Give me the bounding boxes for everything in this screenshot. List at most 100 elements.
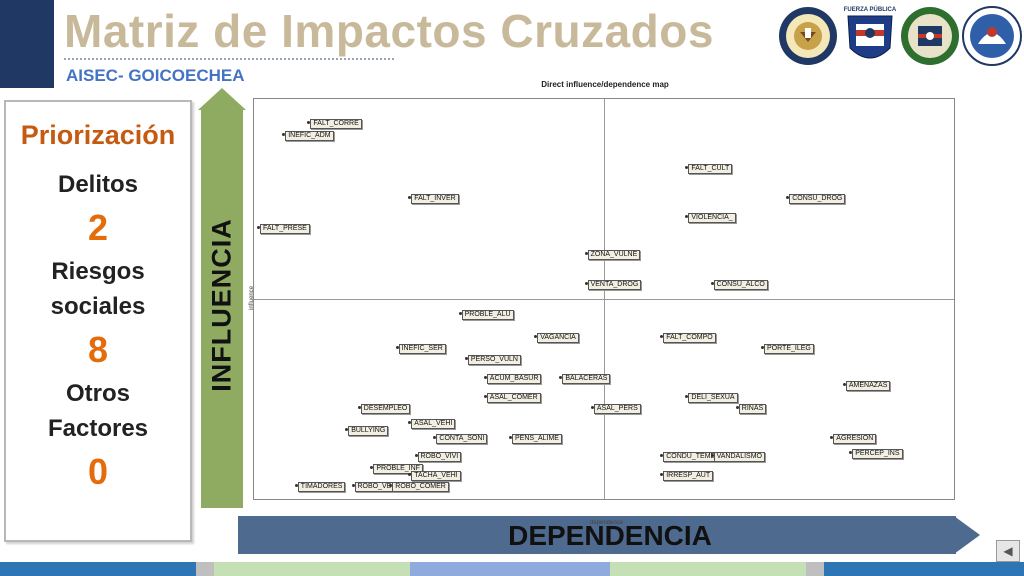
- panel-heading: Priorización: [20, 120, 176, 150]
- map-point-marker: [830, 435, 834, 439]
- category-social-risks-label: Riesgos sociales: [50, 258, 146, 320]
- map-point-label: VENTA_DROG: [587, 280, 642, 291]
- map-point-marker: [509, 435, 512, 439]
- map-point: ROBO_COMER: [389, 475, 449, 493]
- aisec-emblem-icon: [962, 6, 1022, 66]
- map-point-label: FALT_COMPO: [663, 332, 716, 343]
- map-point: VAGANCIA: [534, 326, 579, 344]
- map-point: ROBO_VIVI: [414, 445, 462, 463]
- dependence-axis-label: DEPENDENCIA: [508, 520, 712, 551]
- category-crimes-value: 2: [87, 207, 109, 248]
- priorization-panel: Priorización Delitos 2 Riesgos sociales …: [4, 100, 192, 542]
- map-point-label: ASAL_VEHI: [411, 418, 456, 429]
- map-point-marker: [685, 214, 689, 218]
- map-point: ZONA_VULNE: [584, 243, 641, 261]
- map-point: RINAS: [735, 397, 767, 415]
- map-point-marker: [584, 252, 588, 256]
- category-other-factors-value: 0: [87, 451, 109, 492]
- map-point: FALT_CULT: [685, 157, 733, 175]
- map-point-label: DESEMPLEO: [360, 403, 411, 414]
- map-point-label: BALACERAS: [562, 373, 611, 384]
- map-point-label: VAGANCIA: [537, 332, 579, 343]
- map-point-marker: [761, 345, 764, 349]
- map-point-marker: [685, 166, 689, 170]
- map-point: AGRESION: [830, 427, 877, 445]
- map-point: TACHA_VEHI: [408, 464, 461, 482]
- map-point-marker: [660, 334, 664, 338]
- bottom-color-bar: [0, 562, 1024, 576]
- map-point-label: PENS_ALIME: [512, 433, 562, 444]
- map-point: PENS_ALIME: [509, 427, 562, 445]
- map-point-label: IRRESP_AUT: [663, 471, 714, 482]
- map-point-marker: [257, 226, 260, 230]
- dependence-arrow-bar: [238, 516, 956, 554]
- map-point: IRRESP_AUT: [660, 464, 714, 482]
- map-point: BALACERAS: [559, 367, 611, 385]
- map-point-marker: [433, 435, 437, 439]
- map-point-label: ROBO_VIVI: [417, 452, 462, 463]
- map-point-label: CONSU_ALCO: [713, 280, 768, 291]
- map-point: PROBLE_ALU: [458, 303, 514, 321]
- map-point-label: PORTE_ILEG: [764, 343, 814, 354]
- page-title: Matriz de Impactos Cruzados: [64, 5, 714, 57]
- map-point-marker: [464, 357, 468, 361]
- map-point-marker: [370, 465, 374, 469]
- map-point-label: TACHA_VEHI: [411, 471, 461, 482]
- map-point-marker: [282, 132, 286, 136]
- map-point: VANDALISMO: [710, 445, 765, 463]
- map-point-label: AMENAZAS: [845, 381, 891, 392]
- map-title: Direct influence/dependence map: [541, 80, 669, 89]
- map-point-marker: [351, 484, 355, 488]
- map-point-marker: [408, 196, 412, 200]
- map-point: CONDU_TEME: [660, 445, 719, 463]
- map-point-label: ZONA_VULNE: [587, 250, 641, 261]
- map-point-marker: [842, 383, 846, 387]
- category-crimes-label: Delitos: [57, 171, 138, 198]
- map-point-label: RINAS: [738, 403, 767, 414]
- map-point: VIOLENCIA_: [685, 206, 736, 224]
- map-point: TIMADORES: [294, 475, 346, 493]
- map-point-marker: [357, 405, 361, 409]
- map-point-label: INEFIC_SER: [398, 343, 446, 354]
- previous-slide-button[interactable]: ◀: [996, 540, 1020, 562]
- map-point-marker: [735, 405, 739, 409]
- page-subtitle: AISEC- GOICOECHEA: [66, 66, 245, 85]
- map-point-marker: [294, 484, 298, 488]
- map-point-label: ASAL_COMER: [486, 392, 541, 403]
- map-point: DELI_SEXUA: [685, 386, 738, 404]
- map-point-label: AGRESION: [833, 433, 877, 444]
- policia-emblem-icon: [901, 7, 959, 65]
- category-social-risks-value: 8: [87, 329, 109, 370]
- map-point-label: FALT_PRESE: [260, 224, 310, 235]
- map-point: INEFIC_ADM: [282, 124, 334, 142]
- map-point: ASAL_COMER: [483, 386, 541, 404]
- map-point-marker: [590, 405, 594, 409]
- map-point-label: CONSU_DROG: [789, 194, 846, 205]
- map-point-marker: [408, 420, 412, 424]
- map-point: ASAL_PERS: [590, 397, 641, 415]
- map-point-marker: [660, 454, 664, 458]
- map-point-label: PROBLE_ALU: [461, 310, 514, 321]
- embassy-seal-icon: [779, 7, 837, 65]
- svg-text:FUERZA PÚBLICA: FUERZA PÚBLICA: [844, 6, 897, 13]
- map-point-marker: [483, 394, 487, 398]
- map-x-axis-label: dependence: [590, 520, 624, 526]
- map-point-marker: [786, 196, 790, 200]
- map-point: VENTA_DROG: [584, 273, 642, 291]
- influence-arrow-bar: [201, 108, 243, 508]
- map-point: PORTE_ILEG: [761, 337, 814, 355]
- map-point-label: TIMADORES: [297, 482, 346, 493]
- map-point: PROBLE_INF: [370, 457, 423, 475]
- fuerza-publica-shield-icon: FUERZA PÚBLICA: [844, 6, 897, 59]
- map-point: ASAL_VEHI: [408, 412, 456, 430]
- map-point: INEFIC_SER: [395, 337, 446, 355]
- map-point: PERSO_VULN: [464, 348, 521, 366]
- influence-axis-label: INFLUENCIA: [206, 218, 237, 392]
- map-horizontal-divider: [254, 299, 954, 300]
- map-point-marker: [408, 473, 412, 477]
- map-point-label: CONTA_SONI: [436, 433, 488, 444]
- map-point-label: PERSO_VULN: [467, 355, 521, 366]
- map-point-marker: [534, 334, 538, 338]
- map-point-marker: [395, 345, 399, 349]
- map-point: FALT_COMPO: [660, 326, 716, 344]
